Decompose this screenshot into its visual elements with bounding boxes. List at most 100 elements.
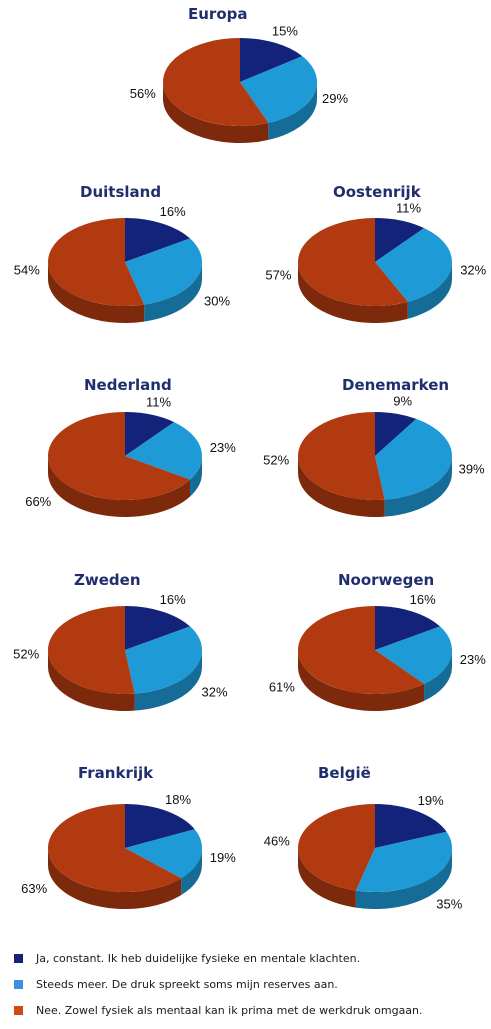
pie-side-nee — [48, 262, 145, 323]
pie-side-steeds — [181, 848, 202, 896]
chart-title-nederland: Nederland — [84, 376, 172, 394]
pie-side-nee — [48, 456, 191, 518]
legend-label-nee: Nee. Zowel fysiek als mentaal kan ik pri… — [36, 1004, 423, 1017]
pie-side-nee — [162, 82, 269, 143]
pie-slice-nee — [163, 38, 269, 126]
pie-side-steeds — [144, 262, 202, 322]
pie-slice-nee — [297, 218, 408, 306]
pie-slice-ja — [375, 218, 425, 262]
pie-side-nee — [298, 650, 425, 711]
pie-slice-steeds — [375, 228, 452, 302]
pie-depth-denemarken — [298, 456, 452, 518]
pct-label-ja: 11% — [396, 200, 421, 215]
pie-slice-ja — [125, 804, 195, 848]
chart-title-zweden: Zweden — [74, 571, 141, 589]
chart-title-noorwegen: Noorwegen — [338, 571, 434, 589]
pie-charts-grid: Europa 15% 29% 56% Duitsland 16% 30% 54% Oostenr… — [13, 5, 487, 911]
pie-slice-steeds — [240, 56, 318, 123]
pie-depth-zweden — [48, 650, 202, 712]
pie-side-nee — [48, 848, 182, 909]
pie-slice-steeds — [375, 626, 452, 684]
pct-label-steeds: 32% — [460, 262, 486, 277]
pie-side-steeds — [384, 456, 452, 517]
pie-depth-noorwegen — [298, 650, 452, 711]
pie-slice-nee — [47, 218, 145, 306]
legend-swatch-steeds-meer — [14, 980, 23, 989]
pie-side-nee — [298, 848, 356, 908]
pie-chart-frankrijk: Frankrijk 18% 19% 63% — [21, 764, 236, 909]
chart-title-duitsland: Duitsland — [80, 183, 161, 201]
pct-label-steeds: 29% — [322, 91, 348, 106]
pie-slice-nee — [48, 412, 191, 500]
pie-slice-nee — [48, 804, 182, 893]
pct-label-nee: 54% — [14, 262, 40, 277]
pct-label-nee: 66% — [25, 494, 51, 509]
pie-slice-nee — [297, 412, 385, 501]
chart-title-denemarken: Denemarken — [342, 376, 449, 394]
pie-slice-steeds — [125, 422, 202, 480]
legend-swatch-ja — [14, 954, 23, 963]
chart-title-frankrijk: Frankrijk — [78, 764, 154, 782]
pct-label-ja: 11% — [146, 394, 171, 409]
pie-slice-nee — [298, 606, 425, 694]
pct-label-steeds: 23% — [210, 440, 236, 455]
pie-side-steeds — [424, 650, 452, 701]
pie-side-steeds — [134, 650, 202, 711]
legend-item-nee: Nee. Zowel fysiek als mentaal kan ik pri… — [14, 998, 484, 1023]
pie-depth-nederland — [48, 456, 202, 518]
pie-slice-steeds — [125, 238, 202, 305]
pct-label-nee: 46% — [264, 834, 290, 849]
pct-label-nee: 56% — [130, 86, 156, 101]
pct-label-steeds: 23% — [460, 652, 486, 667]
pct-label-ja: 19% — [418, 793, 444, 808]
pie-side-nee — [297, 262, 408, 323]
chart-title-oostenrijk: Oostenrijk — [333, 183, 422, 201]
pie-chart-duitsland: Duitsland 16% 30% 54% — [14, 183, 230, 323]
pct-label-ja: 15% — [272, 23, 298, 38]
pie-chart-belgie: België 19% 35% 46% — [264, 764, 463, 911]
pie-chart-europa: Europa 15% 29% 56% — [130, 5, 349, 143]
pie-slice-nee — [48, 606, 135, 695]
pct-label-ja: 18% — [165, 792, 191, 807]
legend-label-steeds-meer: Steeds meer. De druk spreekt soms mijn r… — [36, 978, 338, 991]
pct-label-nee: 57% — [265, 268, 291, 283]
legend-item-steeds-meer: Steeds meer. De druk spreekt soms mijn r… — [14, 972, 484, 997]
pie-depth-duitsland — [48, 262, 202, 323]
pct-label-steeds: 30% — [204, 293, 230, 308]
pct-label-ja: 9% — [393, 393, 412, 408]
pct-label-nee: 61% — [269, 680, 295, 695]
pct-label-ja: 16% — [160, 204, 186, 219]
pie-slice-steeds — [125, 626, 202, 694]
pie-slice-ja — [125, 412, 175, 456]
pie-slice-ja — [375, 804, 447, 848]
legend-swatch-nee — [14, 1006, 23, 1015]
pie-slice-steeds — [355, 831, 453, 892]
legend-label-ja: Ja, constant. Ik heb duidelijke fysieke … — [36, 952, 361, 965]
pie-slice-ja — [375, 606, 441, 650]
pie-depth-belgie — [298, 848, 452, 909]
pct-label-steeds: 32% — [202, 685, 228, 700]
pct-label-nee: 52% — [13, 647, 39, 662]
pie-depth-oostenrijk — [297, 262, 452, 323]
pie-side-steeds — [355, 848, 452, 909]
pie-slice-nee — [297, 804, 375, 891]
chart-title-belgie: België — [318, 764, 371, 782]
pie-slice-ja — [240, 38, 303, 82]
pie-depth-europa — [162, 82, 317, 143]
pie-side-steeds — [268, 82, 317, 140]
pie-slice-ja — [125, 606, 191, 650]
pct-label-nee: 52% — [263, 453, 289, 468]
pie-side-steeds — [407, 262, 452, 319]
pie-chart-noorwegen: Noorwegen 16% 23% 61% — [269, 571, 486, 711]
pie-side-nee — [298, 456, 385, 518]
pie-chart-zweden: Zweden 16% 32% 52% — [13, 571, 228, 712]
pct-label-ja: 16% — [410, 592, 436, 607]
chart-title-europa: Europa — [188, 5, 248, 23]
pie-slice-steeds — [375, 418, 452, 500]
pct-label-ja: 16% — [160, 592, 186, 607]
pie-side-steeds — [190, 456, 202, 497]
legend-item-ja: Ja, constant. Ik heb duidelijke fysieke … — [14, 946, 484, 971]
